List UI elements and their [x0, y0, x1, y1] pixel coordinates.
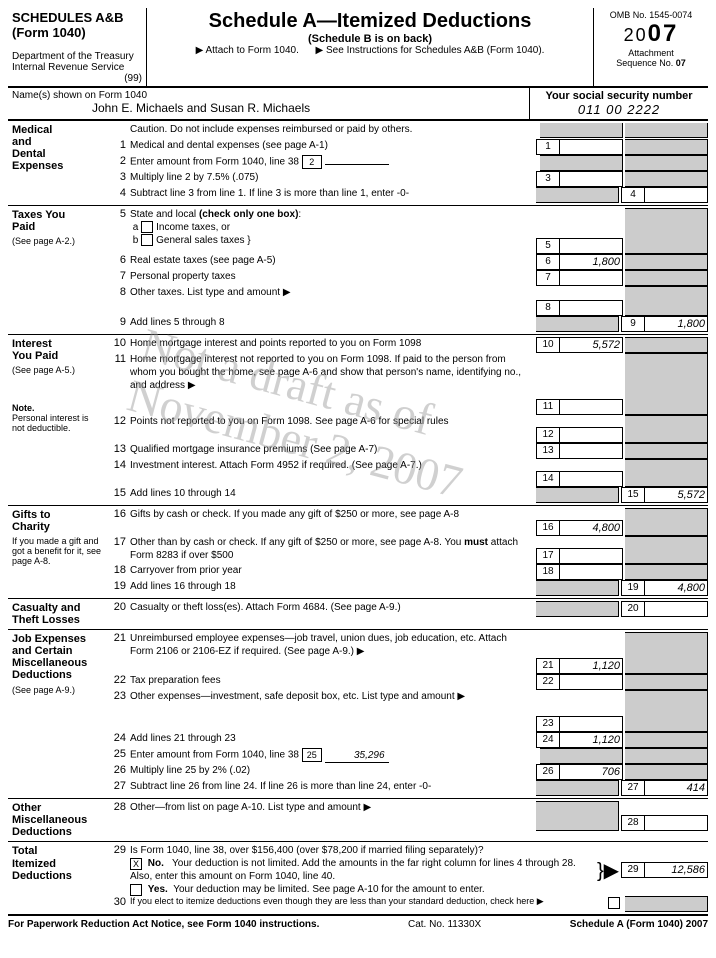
line29: Is Form 1040, line 38, over $156,400 (ov…	[130, 845, 484, 856]
v15: 5,572	[645, 487, 708, 503]
line12: Points not reported to you on Form 1098.…	[130, 415, 536, 428]
header-left: SCHEDULES A&B (Form 1040) Department of …	[8, 8, 147, 86]
line25: Enter amount from Form 1040, line 38	[130, 750, 299, 761]
medical-caution: Caution. Do not include expenses reimbur…	[130, 123, 540, 136]
v6: 1,800	[560, 254, 623, 270]
names-value: John E. Michaels and Susan R. Michaels	[12, 101, 525, 115]
taxes-note: (See page A-2.)	[12, 237, 102, 247]
checkbox-no[interactable]: X	[130, 858, 142, 870]
line9: Add lines 5 through 8	[130, 316, 536, 329]
section-interest: InterestYou Paid(See page A-5.)Note.Pers…	[8, 335, 708, 506]
casualty-title: Casualty andTheft Losses	[8, 599, 106, 629]
line23: Other expenses—investment, safe deposit …	[130, 690, 536, 703]
v9: 1,800	[645, 316, 708, 332]
line19: Add lines 16 through 18	[130, 580, 536, 593]
v19: 4,800	[645, 580, 708, 596]
header-right: OMB No. 1545-0074 2007 AttachmentSequenc…	[593, 8, 708, 86]
line28: Other—from list on page A-10. List type …	[130, 801, 536, 814]
footer-left: For Paperwork Reduction Act Notice, see …	[8, 919, 319, 930]
section-job: Job Expenses and Certain Miscellaneous D…	[8, 630, 708, 799]
names-label: Name(s) shown on Form 1040	[12, 90, 525, 101]
line10: Home mortgage interest and points report…	[130, 337, 536, 350]
line27: Subtract line 26 from line 24. If line 2…	[130, 780, 536, 793]
line11: Home mortgage interest not reported to y…	[130, 353, 536, 392]
code99: (99)	[124, 73, 142, 84]
v16: 4,800	[560, 520, 623, 536]
title: Schedule A—Itemized Deductions	[149, 10, 591, 33]
v21: 1,120	[560, 658, 623, 674]
subtitle: (Schedule B is on back)	[149, 33, 591, 45]
line15: Add lines 10 through 14	[130, 487, 536, 500]
ssn-value: 011 00 2222	[578, 102, 660, 117]
v25: 35,296	[325, 749, 389, 763]
line5a: Income taxes, or	[156, 222, 230, 233]
schedules-label: SCHEDULES A&B	[12, 10, 123, 25]
section-taxes: Taxes YouPaid(See page A-2.) 5State and …	[8, 206, 708, 335]
line5b: General sales taxes	[156, 235, 244, 246]
dept-label: Department of the Treasury	[12, 51, 134, 62]
interest-note: (See page A-5.)	[12, 366, 102, 376]
form-label: (Form 1040)	[12, 25, 86, 40]
line14: Investment interest. Attach Form 4952 if…	[130, 459, 536, 472]
checkbox-income-tax[interactable]	[141, 221, 153, 233]
year: 07	[648, 20, 679, 47]
section-other: OtherMiscellaneousDeductions 28Other—fro…	[8, 799, 708, 842]
line5: State and local (check only one box):	[130, 209, 301, 220]
line8: Other taxes. List type and amount ▶	[130, 286, 536, 299]
line6: Real estate taxes (see page A-5)	[130, 254, 536, 267]
checkbox-elect[interactable]	[608, 897, 620, 909]
section-medical: MedicalandDentalExpenses Caution. Do not…	[8, 121, 708, 206]
section-casualty: Casualty andTheft Losses 20Casualty or t…	[8, 599, 708, 630]
line24: Add lines 21 through 23	[130, 732, 536, 745]
total-yes: Your deduction may be limited. See page …	[173, 884, 485, 895]
line18: Carryover from prior year	[130, 564, 536, 577]
line13: Qualified mortgage insurance premiums (S…	[130, 443, 536, 456]
footer: For Paperwork Reduction Act Notice, see …	[8, 916, 708, 930]
line1: Medical and dental expenses (see page A-…	[130, 139, 536, 152]
omb-label: OMB No. 1545-0074	[596, 10, 706, 20]
v29: 12,586	[645, 862, 708, 878]
name-row: Name(s) shown on Form 1040 John E. Micha…	[8, 88, 708, 121]
line3: Multiply line 2 by 7.5% (.075)	[130, 171, 536, 184]
checkbox-sales-tax[interactable]	[141, 234, 153, 246]
checkbox-yes[interactable]	[130, 884, 142, 896]
v26: 706	[560, 764, 623, 780]
total-title: TotalItemizedDeductions	[8, 842, 106, 914]
section-total: TotalItemizedDeductions 29 Is Form 1040,…	[8, 842, 708, 916]
footer-center: Cat. No. 11330X	[408, 919, 481, 930]
v27: 414	[645, 780, 708, 796]
job-note: (See page A-9.)	[12, 686, 102, 696]
line17: Other than by cash or check. If any gift…	[130, 537, 518, 561]
attach-text: ▶ Attach to Form 1040.	[196, 45, 299, 56]
medical-title: MedicalandDentalExpenses	[8, 121, 106, 205]
irs-label: Internal Revenue Service	[12, 62, 124, 73]
ssn-label: Your social security number	[545, 90, 692, 102]
header: SCHEDULES A&B (Form 1040) Department of …	[8, 8, 708, 88]
line16: Gifts by cash or check. If you made any …	[130, 508, 536, 521]
footer-right: Schedule A (Form 1040) 2007	[570, 919, 708, 930]
v24: 1,120	[560, 732, 623, 748]
line20: Casualty or theft loss(es). Attach Form …	[130, 601, 536, 614]
line7: Personal property taxes	[130, 270, 536, 283]
gifts-note: If you made a gift and got a benefit for…	[12, 537, 102, 567]
line4: Subtract line 3 from line 1. If line 3 i…	[130, 187, 536, 200]
total-no: Your deduction is not limited. Add the a…	[130, 858, 576, 882]
see-text: ▶ See Instructions for Schedules A&B (Fo…	[316, 45, 545, 56]
other-title: OtherMiscellaneousDeductions	[8, 799, 106, 841]
header-center: Schedule A—Itemized Deductions (Schedule…	[147, 8, 593, 86]
line30: If you elect to itemize deductions even …	[130, 896, 608, 908]
v10: 5,572	[560, 337, 623, 353]
line2: Enter amount from Form 1040, line 38	[130, 157, 299, 168]
interest-note2: Note.Personal interest is not deductible…	[12, 404, 102, 434]
line21: Unreimbursed employee expenses—job trave…	[130, 632, 536, 658]
line26: Multiply line 25 by 2% (.02)	[130, 764, 536, 777]
attseq: AttachmentSequence No. 07	[596, 48, 706, 68]
section-gifts: Gifts toCharityIf you made a gift and go…	[8, 506, 708, 599]
line22: Tax preparation fees	[130, 674, 536, 687]
